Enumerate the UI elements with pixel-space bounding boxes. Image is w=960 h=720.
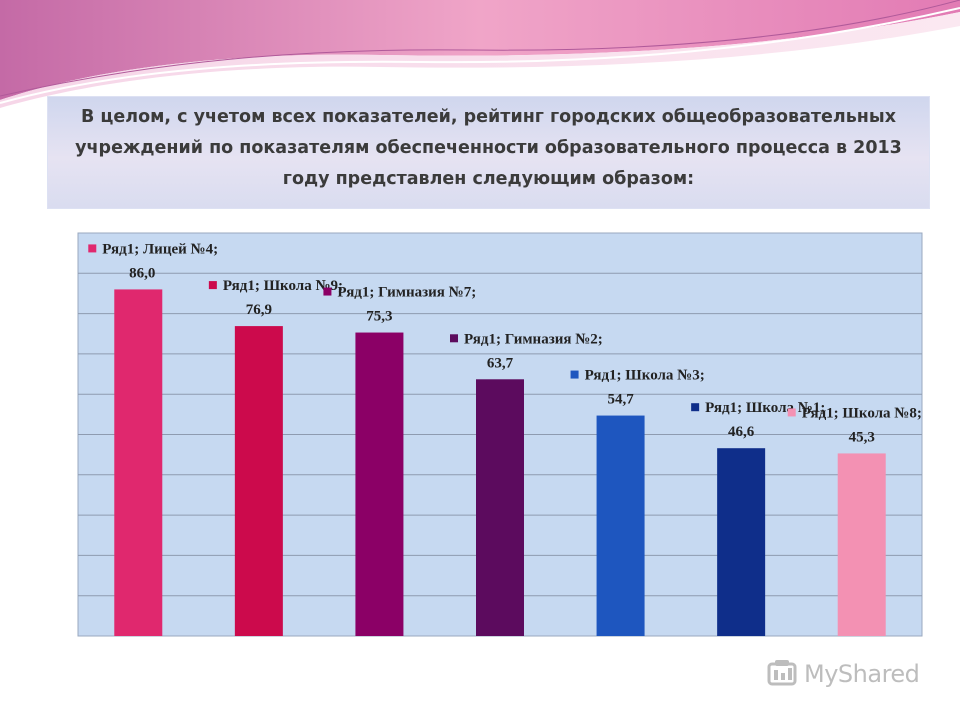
bar-2 [234,326,283,636]
value-label-1: 86,0 [129,265,155,281]
label-key-1 [88,244,97,253]
bar-6 [717,448,766,636]
label-key-7 [787,408,796,417]
label-key-6 [691,403,700,412]
bar-7 [837,453,886,636]
bar-5 [596,415,645,636]
label-key-2 [208,281,217,290]
myshared-logo-icon [767,660,797,686]
label-key-4 [450,334,458,343]
point-label-3: Ряд1; Гимназия №7; [337,285,476,301]
point-label-5: Ряд1; Школа №3; [585,368,705,384]
data-labels: Ряд1; Лицей №4; 86,0 Ряд1; Школа №9; 76,9 Ря… [88,241,922,445]
value-label-3: 75,3 [366,309,392,325]
value-label-5: 54,7 [607,392,634,408]
point-label-4: Ряд1; Гимназия №2; [464,331,603,347]
bars [114,289,886,636]
label-key-3 [323,287,332,296]
watermark-text: MyShared [804,660,920,688]
bar-1 [114,289,163,636]
watermark: MyShared [766,656,920,692]
value-label-2: 76,9 [246,302,272,318]
value-label-7: 45,3 [849,429,875,445]
value-label-4: 63,7 [487,355,514,371]
header-decoration [0,0,960,108]
title-banner: В целом, с учетом всех показателей, рейт… [47,96,930,209]
point-label-2: Ряд1; Школа №9; [223,278,343,294]
point-label-1: Ряд1; Лицей №4; [102,241,218,257]
value-label-6: 46,6 [728,424,755,440]
bar-chart: Ряд1; Лицей №4; 86,0 Ряд1; Школа №9; 76,9 Ря… [77,232,923,637]
bar-4 [476,379,524,636]
bar-3 [355,332,404,636]
slide-title: В целом, с учетом всех показателей, рейт… [75,107,902,189]
point-label-7: Ряд1; Школа №8; [802,405,922,421]
label-key-5 [570,370,579,379]
